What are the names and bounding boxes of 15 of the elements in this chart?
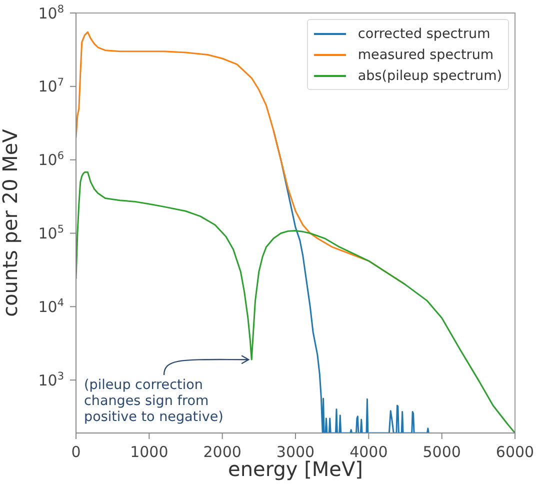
y-tick-label: 10$^{4}$ xyxy=(38,296,64,316)
x-tick-label: 0 xyxy=(71,443,81,461)
x-tick-label: 6000 xyxy=(496,443,534,461)
y-tick-label: 10$^{3}$ xyxy=(38,370,64,390)
annotation: (pileup correction changes sign from positive to negative) xyxy=(84,377,224,425)
y-tick-label: 10$^{5}$ xyxy=(38,223,64,242)
x-tick-label: 1000 xyxy=(130,443,168,461)
y-tick-label: 10$^{8}$ xyxy=(38,3,64,22)
y-tick-label: 10$^{6}$ xyxy=(38,150,64,170)
x-tick-label: 5000 xyxy=(422,443,461,461)
y-axis-title: counts per 20 MeV xyxy=(0,128,22,317)
legend-label: corrected spectrum xyxy=(358,26,490,42)
y-tick-label: 10$^{7}$ xyxy=(38,76,64,96)
legend-label: abs(pileup spectrum) xyxy=(358,68,502,84)
legend-label: measured spectrum xyxy=(358,46,494,62)
